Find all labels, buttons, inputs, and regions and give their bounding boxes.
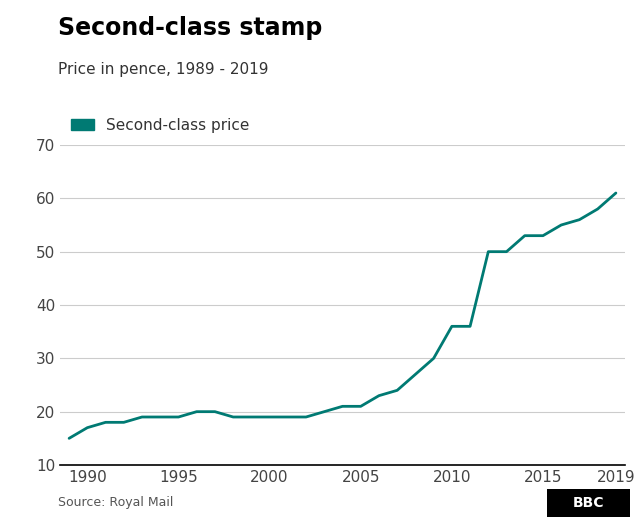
Text: BBC: BBC: [573, 496, 605, 510]
Legend: Second-class price: Second-class price: [65, 112, 256, 139]
Text: Second-class stamp: Second-class stamp: [58, 16, 322, 40]
Text: Price in pence, 1989 - 2019: Price in pence, 1989 - 2019: [58, 62, 268, 77]
Text: Source: Royal Mail: Source: Royal Mail: [58, 496, 173, 509]
